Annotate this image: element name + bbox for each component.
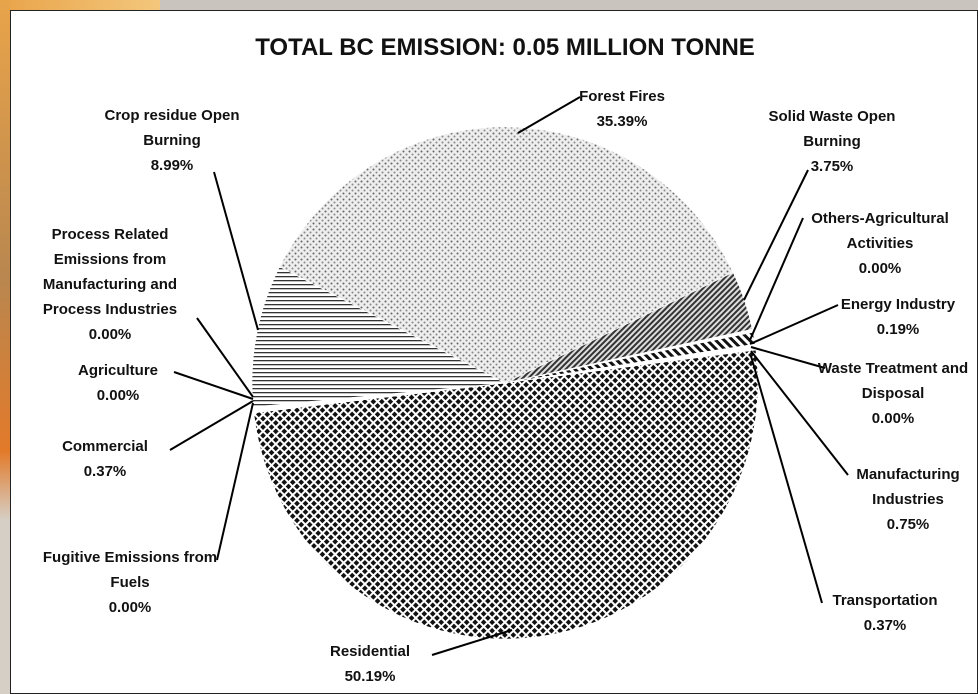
page: TOTAL BC EMISSION: 0.05 MILLION TONNE ((…	[0, 0, 978, 694]
category-label: Energy Industry	[823, 292, 973, 317]
leader-line	[214, 172, 258, 330]
category-label: Transportation	[815, 588, 955, 613]
category-label: Agriculture	[58, 358, 178, 383]
value-label: 3.75%	[757, 154, 907, 179]
value-label: 0.37%	[815, 613, 955, 638]
leader-line	[170, 401, 253, 450]
category-label: Others-Agricultural Activities	[790, 206, 970, 256]
leader-line	[217, 403, 253, 560]
category-label: Solid Waste Open Burning	[757, 104, 907, 154]
value-label: 35.39%	[552, 109, 692, 134]
value-label: 0.75%	[843, 512, 973, 537]
value-label: 8.99%	[92, 153, 252, 178]
leader-line	[197, 318, 253, 397]
chart-title: TOTAL BC EMISSION: 0.05 MILLION TONNE	[255, 34, 755, 62]
category-label: Process Related Emissions from Manufactu…	[25, 222, 195, 322]
category-label: Residential	[310, 639, 430, 664]
value-label: 0.37%	[50, 459, 160, 484]
value-label: 0.00%	[40, 595, 220, 620]
category-label: Fugitive Emissions from Fuels	[40, 545, 220, 595]
category-label: Crop residue Open Burning	[92, 103, 252, 153]
value-label: 0.19%	[823, 317, 973, 342]
category-label: Forest Fires	[552, 84, 692, 109]
value-label: 0.00%	[813, 406, 973, 431]
value-label: 0.00%	[58, 383, 178, 408]
value-label: 50.19%	[310, 664, 430, 689]
leader-line	[174, 372, 253, 399]
value-label: 0.00%	[25, 322, 195, 347]
category-label: Commercial	[50, 434, 160, 459]
slice-label: Process Related Emissions from Manufactu…	[25, 222, 195, 347]
leader-line	[751, 356, 822, 603]
category-label: Manufacturing Industries	[843, 462, 973, 512]
category-label: Waste Treatment and Disposal	[813, 356, 973, 406]
value-label: 0.00%	[790, 256, 970, 281]
